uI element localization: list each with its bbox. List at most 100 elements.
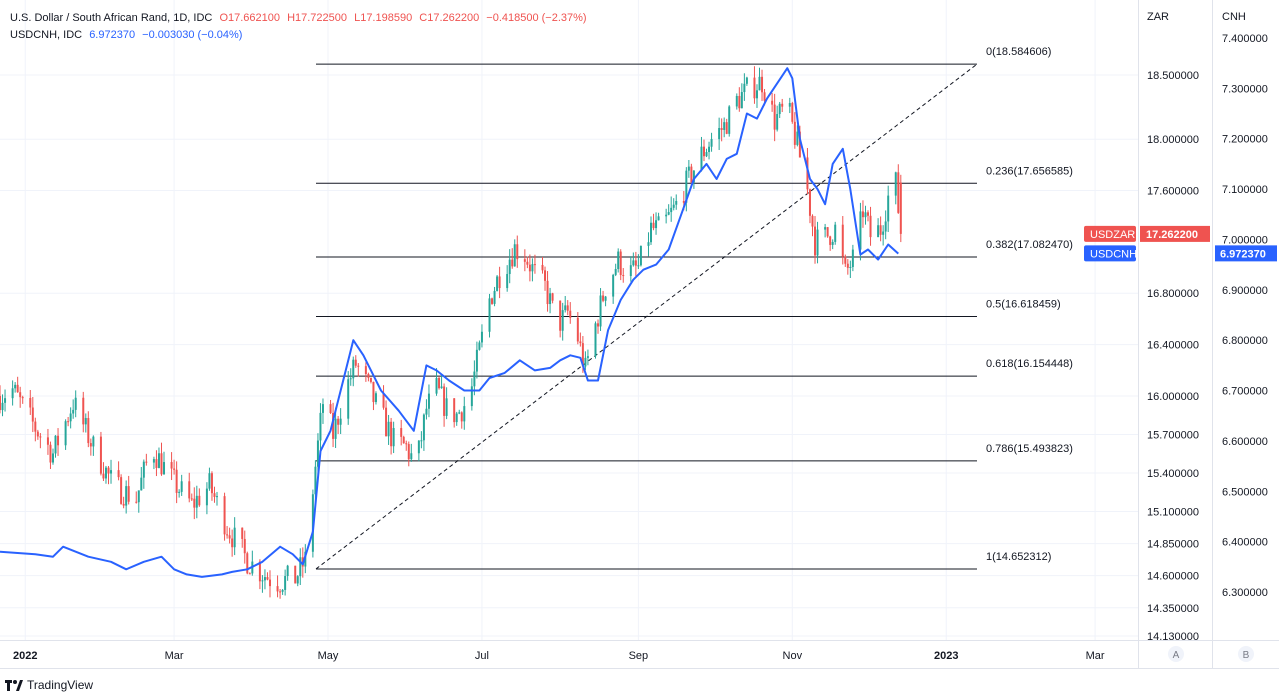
candle [594, 321, 597, 359]
candle-body [438, 378, 441, 389]
candle [266, 572, 269, 581]
candle-body [213, 493, 216, 497]
scale-auto-button[interactable]: A [1168, 646, 1184, 662]
zar-tick-label: 16.000000 [1147, 391, 1199, 403]
candle [92, 435, 95, 456]
candle-body [357, 365, 360, 367]
candle [178, 489, 181, 498]
candle-body [672, 204, 675, 208]
candle-body [584, 357, 587, 367]
candle [140, 467, 143, 491]
candle [702, 139, 705, 162]
fib-retracement-drawing[interactable]: 0(18.584606) 0.236(17.656585) 0.382(17.082… [315, 46, 1073, 570]
candle [445, 387, 448, 420]
candle-body [152, 459, 155, 463]
candle [339, 408, 342, 434]
candle [438, 376, 441, 390]
candle-body [188, 481, 191, 499]
candle-body [104, 467, 107, 479]
candle [710, 132, 713, 152]
candle-body [788, 103, 791, 107]
candle-body [602, 295, 605, 301]
candle [117, 461, 120, 481]
candle [160, 442, 163, 476]
candle [665, 208, 668, 224]
candle-body [334, 418, 337, 439]
candle [755, 84, 758, 108]
candle-body [443, 386, 446, 416]
candle-body [349, 378, 352, 380]
candle [195, 485, 198, 519]
candle-body [541, 264, 544, 271]
candle [400, 419, 403, 446]
usdzar-price-label: 17.262200 [1146, 229, 1198, 241]
candle [708, 141, 711, 160]
candle [135, 491, 138, 504]
candle [258, 559, 261, 590]
compare-symbol[interactable]: USDCNH, IDC [10, 29, 83, 41]
candle-body [528, 264, 531, 272]
candle [455, 411, 458, 426]
candle [745, 76, 748, 86]
candle [261, 575, 264, 593]
main-series-legend[interactable]: U.S. Dollar / South African Rand, 1D, ID… [10, 12, 591, 24]
candle-body [294, 565, 297, 584]
compare-series-legend[interactable]: USDCNH, IDC 6.972370 −0.003030 (−0.04%) [10, 29, 246, 41]
candle [104, 465, 107, 484]
candle-body [445, 398, 448, 416]
fib-trend-line[interactable] [315, 63, 978, 570]
candle-body [846, 263, 849, 268]
candle-body [460, 412, 463, 422]
symbol-title[interactable]: U.S. Dollar / South African Rand, 1D, ID… [10, 12, 213, 24]
candle-body [69, 413, 72, 422]
candle [402, 435, 405, 444]
candle-body [581, 343, 584, 367]
candle-body [894, 172, 897, 196]
candle-body [826, 227, 829, 237]
candle [569, 302, 572, 324]
candle-body [533, 264, 536, 266]
candle [743, 73, 746, 101]
candle [844, 254, 847, 267]
candle [894, 171, 897, 205]
zar-tick-label: 14.850000 [1147, 539, 1199, 551]
candle-body [195, 495, 198, 508]
candle-body [735, 95, 738, 107]
candle [263, 569, 266, 590]
candle-body [276, 586, 279, 592]
candle [735, 93, 738, 110]
candle [422, 413, 425, 451]
usdzar-badge-label: USDZAR [1090, 229, 1135, 241]
candle [226, 526, 229, 539]
candle [561, 302, 564, 341]
candle-body [753, 77, 756, 99]
candle-body [155, 459, 158, 468]
candle [506, 265, 509, 292]
fib-level-label: 0.5(16.618459) [986, 299, 1061, 311]
scale-b-button[interactable]: B [1238, 646, 1254, 662]
candle [637, 254, 640, 270]
usdcnh-badge-label: USDCNH [1090, 248, 1137, 260]
candle [347, 371, 350, 425]
candle [758, 67, 761, 91]
price-scale-area[interactable] [1138, 0, 1279, 695]
candle-body [145, 461, 148, 463]
candle-body [258, 561, 261, 582]
candle-body [281, 589, 284, 592]
candle-body [458, 412, 461, 414]
candle [213, 486, 216, 503]
candle [655, 212, 658, 235]
candle-body [796, 131, 799, 145]
candle-body [755, 90, 758, 99]
candle [29, 389, 32, 415]
zar-tick-label: 14.350000 [1147, 603, 1199, 615]
candle [125, 480, 128, 514]
cnh-tick-label: 6.600000 [1222, 436, 1268, 448]
candle-body [34, 421, 37, 432]
tradingview-brand[interactable]: TradingView [5, 678, 93, 692]
candle-body [1, 402, 4, 411]
candle [382, 385, 385, 410]
candle-body [513, 244, 516, 267]
